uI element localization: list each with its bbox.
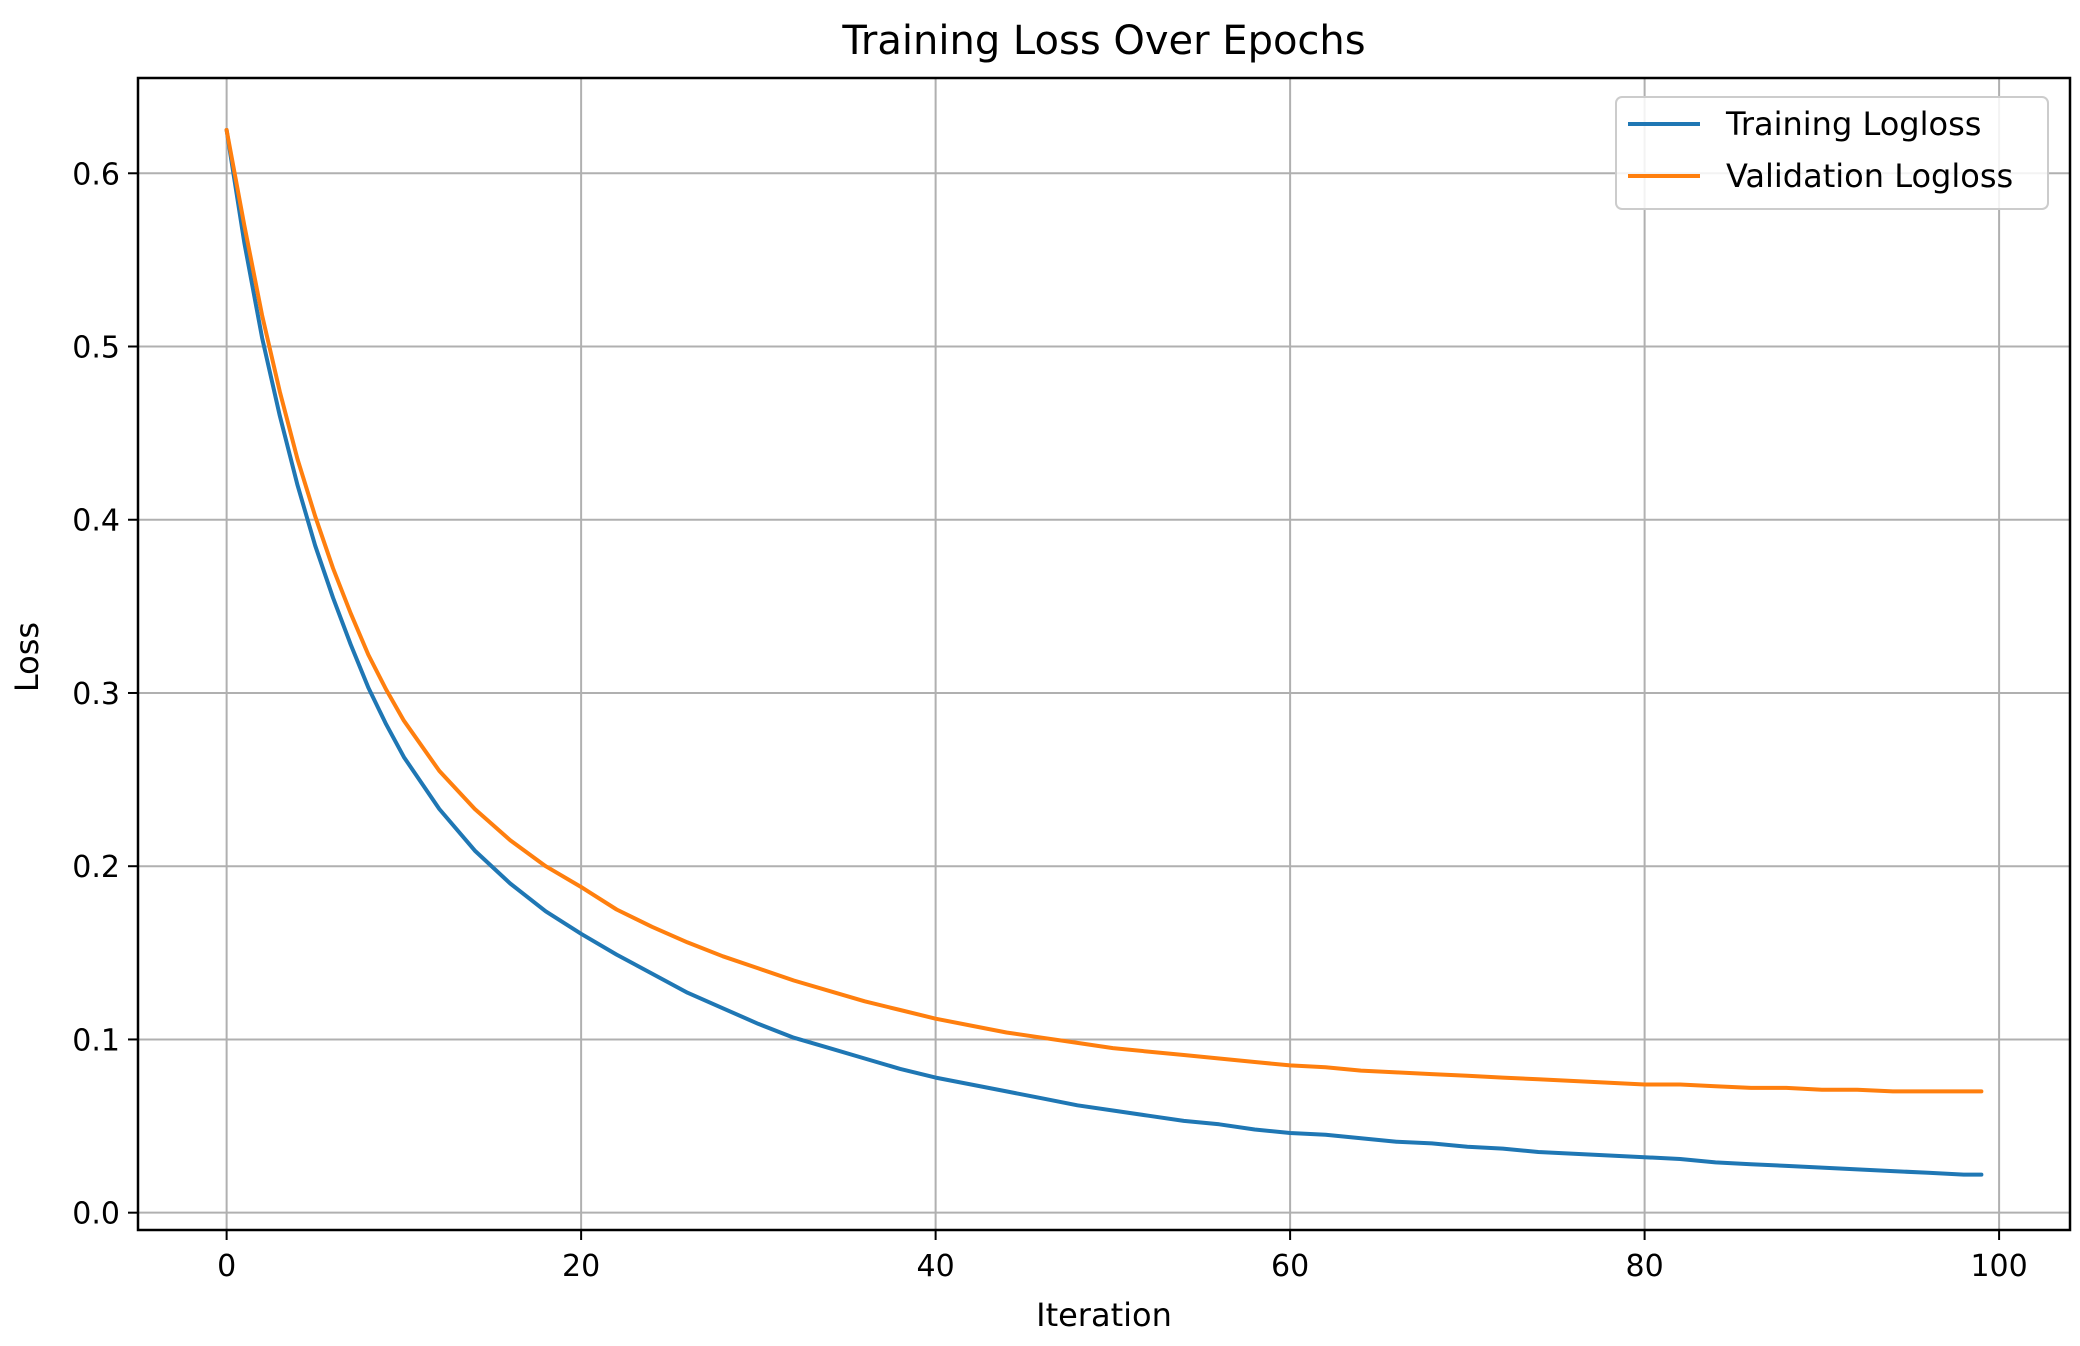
y-axis: 0.0 0.1 0.2 0.3 0.4 0.5 0.6 bbox=[72, 157, 138, 1232]
chart-title: Training Loss Over Epochs bbox=[841, 18, 1365, 64]
y-tick-label: 0.1 bbox=[72, 1023, 120, 1058]
series-layer bbox=[224, 128, 1984, 1177]
x-tick-label: 20 bbox=[562, 1249, 600, 1284]
y-tick-label: 0.6 bbox=[72, 157, 120, 192]
y-tick-label: 0.4 bbox=[72, 504, 120, 539]
x-tick-label: 40 bbox=[917, 1249, 955, 1284]
series-line-training bbox=[224, 128, 1984, 1177]
legend-box bbox=[1615, 96, 2049, 210]
y-axis-label: Loss bbox=[8, 622, 46, 692]
y-tick-label: 0.0 bbox=[72, 1197, 120, 1232]
grid-layer bbox=[138, 78, 2070, 1230]
series-line-validation bbox=[224, 128, 1984, 1094]
x-tick-label: 0 bbox=[217, 1249, 236, 1284]
y-tick-label: 0.2 bbox=[72, 850, 120, 885]
x-axis: 0 20 40 60 80 100 bbox=[217, 1230, 2028, 1284]
x-tick-label: 100 bbox=[1970, 1249, 2027, 1284]
legend-label-validation: Validation Logloss bbox=[1726, 157, 2013, 195]
x-axis-label: Iteration bbox=[1036, 1296, 1172, 1334]
x-tick-label: 60 bbox=[1271, 1249, 1309, 1284]
y-tick-label: 0.5 bbox=[72, 331, 120, 366]
plot-frame bbox=[136, 76, 2072, 1232]
plot-area bbox=[136, 76, 2072, 1232]
y-tick-label: 0.3 bbox=[72, 677, 120, 712]
legend: Training Logloss Validation Logloss bbox=[1615, 96, 2049, 210]
x-tick-label: 80 bbox=[1626, 1249, 1664, 1284]
legend-label-training: Training Logloss bbox=[1725, 105, 1981, 143]
plot-background bbox=[138, 78, 2070, 1230]
